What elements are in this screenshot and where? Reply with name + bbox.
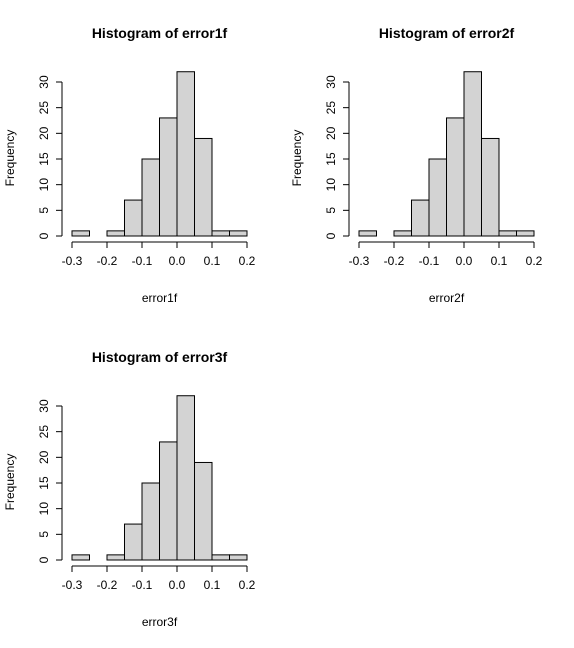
histogram-bar [516, 230, 535, 237]
x-tick-label: -0.3 [349, 254, 370, 268]
x-tick-label: -0.3 [62, 578, 83, 592]
histogram-bar [159, 441, 178, 561]
x-tick-label: 0.2 [239, 578, 256, 592]
x-axis-label: error1f [142, 291, 178, 305]
histogram-bar [393, 230, 412, 237]
y-tick-label: 10 [324, 178, 338, 192]
histogram-bar [141, 158, 160, 237]
histogram-bar [124, 199, 143, 237]
histogram-bar [428, 158, 447, 237]
histogram-bar [229, 554, 248, 561]
histogram-bar [141, 482, 160, 561]
y-tick-label: 25 [324, 101, 338, 115]
histogram-bar [194, 137, 213, 237]
y-tick-label: 25 [37, 101, 51, 115]
y-tick-label: 15 [37, 476, 51, 490]
histogram-bar [211, 554, 230, 561]
histogram-bar [498, 230, 517, 237]
y-tick-label: 0 [324, 232, 338, 239]
histogram-panel-2: Histogram of error2f -0.3 -0.2 -0.1 0.0 0.1 0.… [290, 25, 543, 305]
histogram-bar [124, 523, 143, 561]
histogram-panel-3: Histogram of error3f -0.3 -0.2 -0.1 0.0 0.1 0.… [3, 349, 256, 629]
histogram-bar [106, 230, 125, 237]
y-tick-label: 5 [324, 207, 338, 214]
y-tick-label: 15 [37, 152, 51, 166]
y-tick-label: 10 [37, 502, 51, 516]
histogram-bar [194, 461, 213, 561]
histogram-bar [71, 230, 90, 237]
y-tick-label: 0 [37, 232, 51, 239]
chart-title: Histogram of error2f [379, 25, 515, 41]
y-tick-label: 15 [324, 152, 338, 166]
histogram-bar [106, 554, 125, 561]
x-tick-label: 0.0 [169, 254, 186, 268]
x-tick-label: -0.1 [419, 254, 440, 268]
x-tick-label: -0.2 [384, 254, 405, 268]
histogram-bar [229, 230, 248, 237]
y-axis-label: Frequency [290, 130, 304, 187]
x-tick-label: -0.1 [132, 254, 153, 268]
y-tick-label: 20 [37, 126, 51, 140]
histogram-bar [176, 71, 195, 237]
x-tick-label: -0.2 [97, 254, 118, 268]
x-axis-label: error3f [142, 615, 178, 629]
x-tick-label: 0.2 [526, 254, 543, 268]
x-tick-label: 0.1 [204, 254, 221, 268]
histogram-bar [211, 230, 230, 237]
chart-title: Histogram of error1f [92, 25, 228, 41]
x-tick-label: -0.1 [132, 578, 153, 592]
histogram-bar [446, 117, 465, 237]
x-tick-label: 0.1 [491, 254, 508, 268]
y-tick-label: 25 [37, 425, 51, 439]
y-tick-label: 5 [37, 207, 51, 214]
histogram-panel-1: Histogram of error1f -0.3 -0.2 -0.1 0.0 0.1 0.… [3, 25, 256, 305]
histogram-bar [481, 137, 500, 237]
y-tick-label: 20 [324, 126, 338, 140]
x-tick-label: 0.0 [456, 254, 473, 268]
y-tick-label: 30 [324, 75, 338, 89]
y-axis-label: Frequency [3, 454, 17, 511]
y-tick-label: 0 [37, 556, 51, 563]
x-axis-label: error2f [429, 291, 465, 305]
x-tick-label: -0.2 [97, 578, 118, 592]
x-tick-label: 0.1 [204, 578, 221, 592]
y-tick-label: 10 [37, 178, 51, 192]
histogram-bar [159, 117, 178, 237]
histogram-bar [463, 71, 482, 237]
histogram-bar [71, 554, 90, 561]
histogram-bar [176, 395, 195, 561]
histogram-bar [358, 230, 377, 237]
x-tick-label: 0.0 [169, 578, 186, 592]
chart-title: Histogram of error3f [92, 349, 228, 365]
x-tick-label: -0.3 [62, 254, 83, 268]
y-tick-label: 30 [37, 75, 51, 89]
histogram-bar [411, 199, 430, 237]
x-tick-label: 0.2 [239, 254, 256, 268]
y-tick-label: 20 [37, 450, 51, 464]
y-tick-label: 5 [37, 531, 51, 538]
y-tick-label: 30 [37, 399, 51, 413]
y-axis-label: Frequency [3, 130, 17, 187]
